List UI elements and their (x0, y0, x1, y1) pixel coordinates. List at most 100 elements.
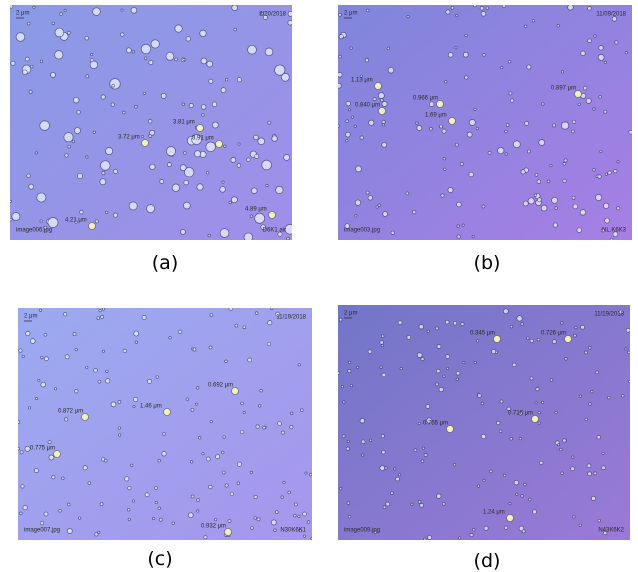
droplet (99, 502, 104, 507)
droplet (539, 460, 544, 466)
droplet (504, 129, 508, 134)
measurement-label: 0.692 μm (208, 383, 233, 389)
droplet (506, 406, 511, 411)
droplet (509, 437, 513, 441)
droplet (47, 217, 59, 228)
measurement-label: 0.755 μm (423, 421, 448, 427)
droplet (549, 378, 554, 382)
droplet (346, 439, 350, 443)
droplet (181, 102, 185, 106)
droplet (384, 466, 388, 470)
droplet (208, 484, 213, 490)
droplet (347, 369, 352, 373)
droplet (187, 512, 194, 519)
droplet (260, 224, 266, 230)
droplet (427, 535, 433, 540)
droplet (429, 126, 433, 131)
droplet (38, 308, 43, 312)
droplet (607, 395, 611, 400)
droplet (350, 115, 354, 119)
date-label: 11/09/2018 (596, 12, 626, 18)
droplet (39, 120, 50, 131)
droplet (250, 526, 254, 530)
droplet (122, 110, 126, 115)
measurement-label: 0.897 μm (551, 86, 576, 92)
droplet (464, 33, 468, 38)
droplet (552, 222, 558, 228)
droplet (284, 224, 292, 235)
droplet (146, 204, 155, 214)
droplet (208, 345, 213, 350)
droplet (499, 399, 504, 404)
droplet (574, 326, 578, 330)
droplet (130, 463, 134, 467)
micrograph: 2 μm 11/09/2018 image003.jpg NL.K6K3 1.13 μm… (338, 5, 632, 240)
measured-droplet (564, 335, 572, 343)
droplet (174, 24, 183, 33)
droplet (51, 475, 56, 480)
droplet (92, 7, 101, 16)
droplet (99, 178, 107, 186)
droplet (536, 337, 541, 342)
droplet (144, 492, 150, 498)
droplet (274, 64, 286, 76)
droplet (585, 97, 592, 104)
droplet (561, 121, 570, 130)
droplet (524, 121, 529, 126)
droplet (262, 14, 268, 20)
droplet (206, 60, 214, 68)
droplet (199, 29, 207, 37)
droplet (417, 500, 422, 504)
droplet (502, 473, 507, 478)
droplet (43, 333, 48, 337)
droplet (298, 528, 303, 533)
droplet (521, 529, 526, 534)
droplet (590, 390, 594, 394)
droplet (611, 16, 618, 22)
droplet (416, 352, 423, 358)
droplet (286, 236, 290, 240)
measurement-label: 0.775 μm (30, 446, 55, 452)
droplet (338, 12, 342, 17)
droplet (508, 91, 513, 96)
droplet (43, 511, 49, 517)
droplet (385, 501, 391, 507)
measured-droplet (446, 425, 454, 433)
droplet (71, 139, 76, 144)
droplet (380, 344, 384, 347)
droplet (101, 171, 106, 175)
droplet (259, 389, 263, 393)
droplet (190, 407, 195, 412)
droplet (455, 371, 461, 376)
measurement-label: 3.91 μm (192, 136, 214, 142)
droplet (471, 528, 476, 532)
droplet (618, 309, 624, 315)
droplet (512, 362, 517, 368)
droplet (526, 149, 531, 154)
droplet (614, 40, 619, 45)
droplet (368, 119, 375, 126)
droplet (266, 341, 272, 347)
droplet (205, 456, 211, 462)
droplet (458, 536, 462, 540)
droplet (11, 212, 21, 221)
droplet (455, 377, 459, 381)
droplet (105, 210, 109, 215)
droplet (53, 387, 58, 391)
droplet (481, 204, 486, 209)
droplet (381, 372, 387, 378)
droplet (134, 104, 138, 109)
droplet (140, 43, 152, 55)
droplet (22, 505, 28, 511)
measurement-label: 0.966 μm (413, 96, 438, 102)
droplet (445, 9, 451, 15)
droplet (454, 46, 458, 50)
droplet (283, 154, 291, 161)
measured-droplet (574, 90, 582, 98)
droplet (267, 320, 273, 326)
droplet (562, 162, 567, 166)
droplet (560, 471, 564, 475)
droplet (497, 147, 505, 155)
droplet (365, 190, 370, 195)
